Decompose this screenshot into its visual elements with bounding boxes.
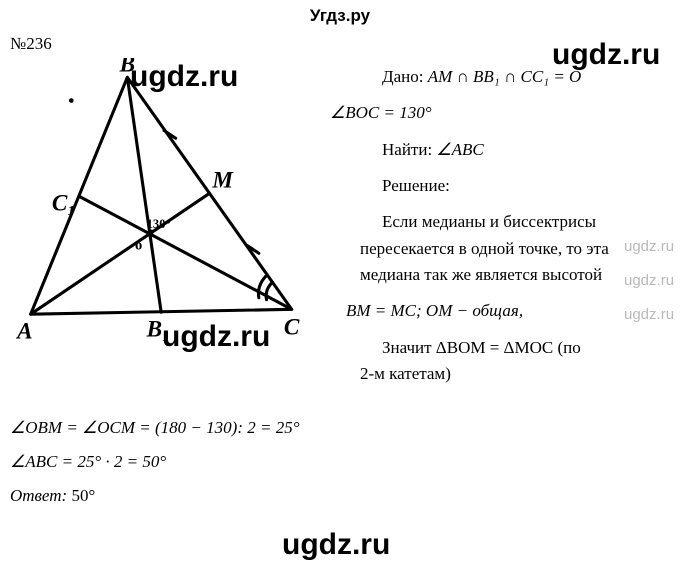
triangle-diagram: A B C B₁ C₁ M 130° o xyxy=(6,58,326,348)
watermark-big: ugdz.ru xyxy=(130,60,238,94)
solution-label: Решение: xyxy=(360,173,670,199)
site-header: Угдз.ру xyxy=(0,6,680,26)
line-conclusion2: 2-м катетам) xyxy=(360,364,451,383)
vertex-c-label: C xyxy=(284,314,300,340)
given-label: Дано: xyxy=(382,67,423,86)
vertex-c1-label: C₁ xyxy=(52,191,76,217)
watermark-light: ugdz.ru xyxy=(624,272,674,289)
answer-value: 50° xyxy=(71,486,95,505)
watermark-big: ugdz.ru xyxy=(282,528,390,562)
point-o-label: o xyxy=(135,237,142,253)
watermark-light: ugdz.ru xyxy=(624,238,674,255)
answer-line: Ответ: 50° xyxy=(10,486,95,506)
answer-label: Ответ: xyxy=(10,486,67,505)
calc1: ∠OBM = ∠OCM = (180 − 130): 2 = 25° xyxy=(10,418,300,438)
find-expr: ∠ABC xyxy=(436,140,483,159)
vertex-a-label: A xyxy=(15,318,32,344)
find-label: Найти: xyxy=(382,140,432,159)
watermark-big: ugdz.ru xyxy=(552,38,660,72)
calc2-text: ∠ABC = 25° · 2 = 50° xyxy=(10,452,166,471)
angle-o-label: 130° xyxy=(147,217,171,231)
calc1-text: ∠OBM = ∠OCM = (180 − 130): 2 = 25° xyxy=(10,418,300,437)
problem-number: №236 xyxy=(10,34,52,54)
line-conclusion1: Значит ΔBOM = ΔMOC (по xyxy=(382,338,581,357)
line-bm: BM = MC; OM − общая, xyxy=(346,301,523,320)
angle-boc: ∠BOC = 130° xyxy=(330,100,670,126)
solution-text: Дано: AM ∩ BB₁ ∩ CC₁ = O ∠BOC = 130° Най… xyxy=(360,64,670,397)
vertex-m-label: M xyxy=(211,168,234,194)
watermark-light: ugdz.ru xyxy=(624,306,674,323)
calc2: ∠ABC = 25° · 2 = 50° xyxy=(10,452,166,472)
watermark-big: ugdz.ru xyxy=(162,320,270,354)
